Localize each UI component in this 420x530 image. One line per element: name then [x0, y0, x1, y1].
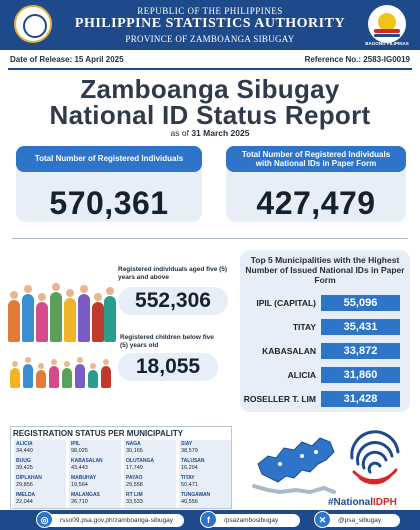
page-title-line2: National ID Status Report [49, 100, 371, 130]
paper-value: 427,479 [256, 185, 376, 221]
x-icon: ✕ [314, 511, 331, 528]
children-value: 18,055 [135, 355, 201, 378]
children-pill [118, 353, 218, 381]
municipality-cell: OLUTANGA 17,749 [124, 457, 176, 474]
municipality-count: 34,440 [16, 448, 33, 454]
municipality-cell: KABASALAN 43,443 [69, 457, 121, 474]
municipality-count: 50,471 [181, 482, 198, 488]
bagong-pilipinas-logo-icon [368, 5, 406, 43]
top5-name: ALICIA [287, 370, 316, 380]
children-label: Registered children below five (5) years… [120, 334, 214, 349]
registration-title: REGISTRATION STATUS PER MUNICIPALITY [13, 429, 184, 438]
paper-label: Total Number of Registered Individuals w… [226, 146, 406, 172]
municipality-cell: TALUSAN 16,204 [179, 457, 231, 474]
top5-name: IPIL (CAPITAL) [256, 298, 316, 308]
municipality-name: NAGA [126, 441, 141, 447]
municipality-count: 22,044 [16, 499, 33, 505]
municipality-name: ALICIA [16, 441, 33, 447]
municipality-cell: IPIL 98,025 [69, 440, 121, 457]
municipality-count: 40,556 [181, 499, 198, 505]
hashtag: #NationalIDPH [328, 497, 397, 508]
municipality-count: 26,710 [71, 499, 88, 505]
website-link[interactable]: rsso09.psa.gov.ph/zamboanga-sibugay [44, 514, 184, 527]
municipality-cell: BUUG 39,425 [14, 457, 66, 474]
municipality-name: RT LIM [126, 492, 143, 498]
municipality-cell: ALICIA 34,440 [14, 440, 66, 457]
header-rule [8, 68, 412, 70]
top5-value: 35,431 [321, 319, 400, 335]
top5-value: 55,096 [321, 295, 400, 311]
release-date: Date of Release: 15 April 2025 [10, 55, 124, 64]
municipality-name: DIPLAHAN [16, 475, 42, 481]
municipality-cell: MALANGAS 26,710 [69, 491, 121, 508]
municipality-count: 98,025 [71, 448, 88, 454]
paper-card [226, 164, 406, 222]
municipality-name: TUNGAWAN [181, 492, 211, 498]
meta-row: Date of Release: 15 April 2025 Reference… [10, 55, 410, 67]
adults-illustration-icon [8, 276, 116, 342]
fingerprint-icon [350, 430, 400, 485]
header-banner [0, 0, 420, 50]
header-agency: PHILIPPINE STATISTICS AUTHORITY [74, 16, 346, 31]
bagong-pilipinas-caption: BAGONG PILIPINAS [365, 41, 409, 46]
municipality-count: 16,204 [181, 465, 198, 471]
municipality-count: 29,856 [16, 482, 33, 488]
municipality-name: SIAY [181, 441, 193, 447]
globe-icon: ◎ [36, 511, 53, 528]
municipality-count: 29,558 [126, 482, 143, 488]
municipality-cell: IMELDA 22,044 [14, 491, 66, 508]
adults-value: 552,306 [135, 289, 211, 312]
municipality-name: KABASALAN [71, 458, 103, 464]
municipality-name: IPIL [71, 441, 81, 447]
registered-card [16, 164, 202, 222]
municipality-name: MALANGAS [71, 492, 100, 498]
as-of-date: as of 31 March 2025 [170, 128, 250, 138]
municipality-name: IMELDA [16, 492, 36, 498]
province-map-icon [252, 437, 336, 495]
header-province: PROVINCE OF ZAMBOANGA SIBUGAY [125, 34, 295, 44]
municipality-count: 38,579 [181, 448, 198, 454]
municipality-cell: RT LIM 33,533 [124, 491, 176, 508]
top5-value: 31,860 [321, 367, 400, 383]
municipality-cell: DIPLAHAN 29,856 [14, 474, 66, 491]
municipality-count: 33,533 [126, 499, 143, 505]
twitter-link[interactable]: @psa_sibugay [322, 514, 400, 527]
top5-name: TITAY [292, 322, 316, 332]
municipality-count: 30,165 [126, 448, 143, 454]
registered-value: 570,361 [49, 185, 169, 221]
municipality-name: MABUHAY [71, 475, 97, 481]
psa-seal-icon [14, 5, 52, 43]
municipality-name: BUUG [16, 458, 31, 464]
page-title-line1: Zamboanga Sibugay [80, 74, 340, 104]
facebook-icon: f [200, 511, 217, 528]
children-illustration-icon [10, 348, 118, 388]
top5-name: KABASALAN [262, 346, 316, 356]
municipality-cell: TUNGAWAN 40,556 [179, 491, 231, 508]
top5-title: Top 5 Municipalities with the Highest Nu… [245, 255, 405, 285]
registered-label: Total Number of Registered Individuals [16, 146, 202, 172]
top5-name: ROSELLER T. LIM [243, 394, 316, 404]
municipality-name: OLUTANGA [126, 458, 154, 464]
municipality-cell: MABUHAY 19,564 [69, 474, 121, 491]
reference-number: Reference No.: 2583-IG0019 [304, 55, 410, 64]
facebook-link[interactable]: /psazambosibugay [208, 514, 300, 527]
municipality-name: PAYAO [126, 475, 143, 481]
municipality-cell: NAGA 30,165 [124, 440, 176, 457]
municipality-count: 39,425 [16, 465, 33, 471]
municipality-cell: PAYAO 29,558 [124, 474, 176, 491]
adults-label: Registered individuals aged five (5) yea… [118, 266, 228, 281]
municipality-cell: SIAY 38,579 [179, 440, 231, 457]
top5-value: 33,872 [321, 343, 400, 359]
municipality-count: 43,443 [71, 465, 88, 471]
municipality-cell: TITAY 50,471 [179, 474, 231, 491]
municipality-count: 17,749 [126, 465, 143, 471]
section-divider [12, 238, 408, 239]
header-republic: REPUBLIC OF THE PHILIPPINES [137, 6, 283, 16]
municipality-count: 19,564 [71, 482, 88, 488]
top5-value: 31,428 [321, 391, 400, 407]
municipality-name: TITAY [181, 475, 195, 481]
adults-pill [118, 287, 228, 315]
municipality-name: TALUSAN [181, 458, 205, 464]
